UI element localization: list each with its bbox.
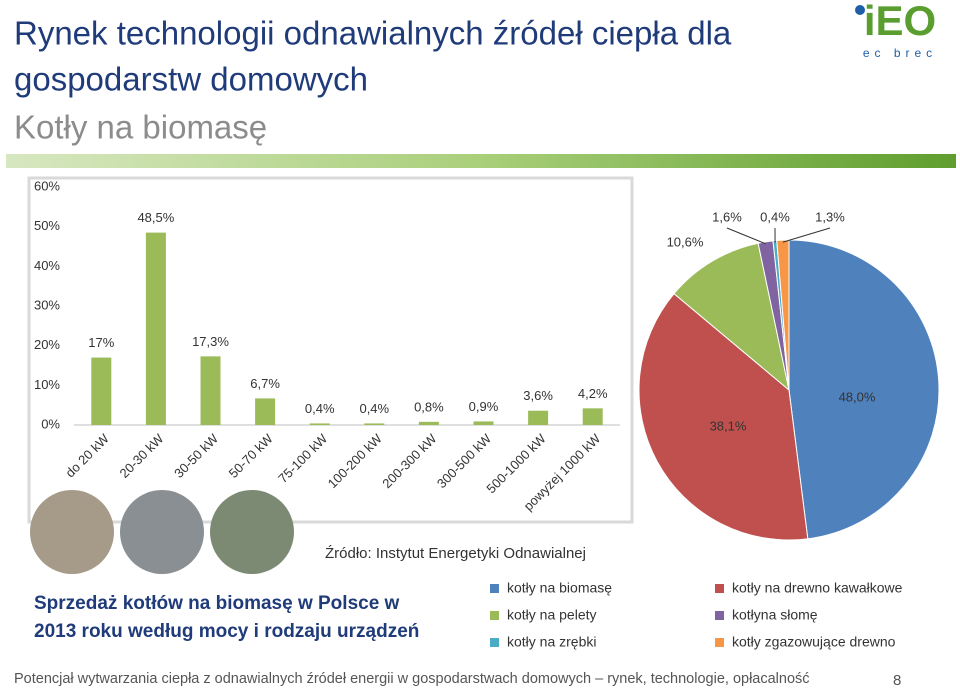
logo-mark: iEO <box>864 0 936 44</box>
subtitle: Kotły na biomasę <box>14 109 267 146</box>
y-tick-label: 10% <box>34 377 60 392</box>
value-label: 6,7% <box>250 376 280 391</box>
photo <box>120 490 204 574</box>
value-label: 0,9% <box>469 399 499 414</box>
pie-slice <box>673 242 790 392</box>
legend-label: kotłyna słomę <box>732 607 818 623</box>
value-label: 38,1% <box>710 418 747 433</box>
y-tick-label: 20% <box>34 337 60 352</box>
legend-swatch <box>715 638 724 647</box>
value-label: 48,0% <box>839 389 876 404</box>
bar <box>582 408 603 425</box>
photo <box>30 490 114 574</box>
legend-swatch <box>715 611 724 620</box>
bar <box>255 398 276 425</box>
value-label: 10,6% <box>667 234 704 249</box>
value-label: 0,4% <box>359 401 389 416</box>
value-label: 17% <box>88 335 114 350</box>
caption-line: Sprzedaż kotłów na biomasę w Polsce w <box>34 593 400 614</box>
photo <box>210 490 294 574</box>
legend-label: kotły na zrębki <box>507 634 596 650</box>
logo-sub: ec brec <box>863 46 937 60</box>
caption-line: 2013 roku według mocy i rodzaju urządzeń <box>34 621 419 642</box>
page-number: 8 <box>893 672 901 688</box>
value-label: 48,5% <box>137 210 174 225</box>
value-label: 1,6% <box>712 209 742 224</box>
bar <box>473 421 494 425</box>
bar <box>309 423 330 425</box>
value-label: 0,4% <box>760 209 790 224</box>
bar <box>528 410 549 425</box>
y-tick-label: 60% <box>34 178 60 193</box>
leader-line <box>782 227 831 243</box>
legend-label: kotły na drewno kawałkowe <box>732 580 903 596</box>
bar <box>364 423 385 425</box>
bar <box>418 421 439 425</box>
value-label: 0,4% <box>305 401 335 416</box>
logo-dot <box>855 5 865 15</box>
legend-label: kotły na pelety <box>507 607 597 623</box>
y-tick-label: 40% <box>34 258 60 273</box>
leader-line <box>726 227 767 245</box>
bar <box>145 232 166 425</box>
legend-swatch <box>490 611 499 620</box>
bar <box>91 357 112 425</box>
bar <box>200 356 221 425</box>
header-stripe <box>6 154 956 168</box>
value-label: 17,3% <box>192 334 229 349</box>
pie-slice <box>788 239 940 540</box>
y-tick-label: 50% <box>34 218 60 233</box>
pie-slice <box>638 292 809 541</box>
legend-swatch <box>715 584 724 593</box>
y-tick-label: 0% <box>41 416 60 431</box>
legend-label: kotły zgazowujące drewno <box>732 634 896 650</box>
bar-chart-frame <box>27 176 634 524</box>
value-label: 0,8% <box>414 399 444 414</box>
title-line: gospodarstw domowych <box>14 61 368 98</box>
value-label: 1,3% <box>815 209 845 224</box>
legend-swatch <box>490 584 499 593</box>
legend-swatch <box>490 638 499 647</box>
title-line: Rynek technologii odnawialnych źródeł ci… <box>14 15 732 52</box>
source: Źródło: Instytut Energetyki Odnawialnej <box>325 545 586 562</box>
footer: Potencjał wytwarzania ciepła z odnawialn… <box>14 671 810 687</box>
value-label: 3,6% <box>523 388 553 403</box>
legend-label: kotły na biomasę <box>507 580 612 596</box>
y-tick-label: 30% <box>34 297 60 312</box>
value-label: 4,2% <box>578 386 608 401</box>
